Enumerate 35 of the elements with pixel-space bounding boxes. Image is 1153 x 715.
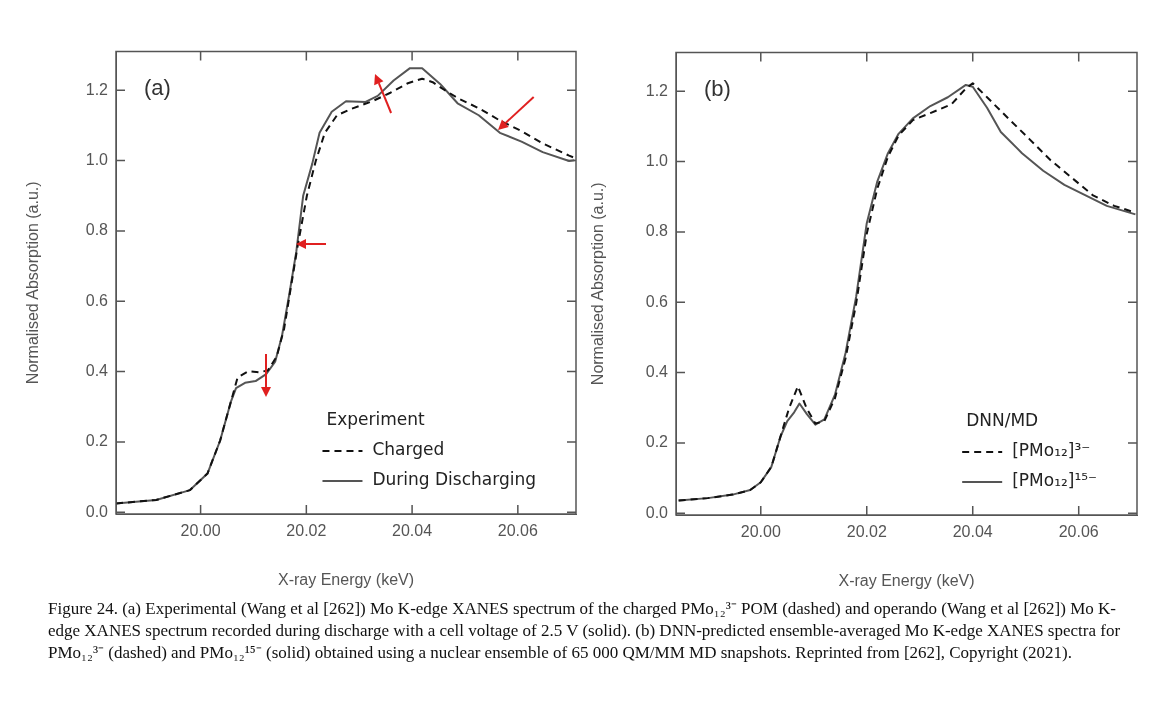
- y-tick-label: 0.0: [645, 503, 669, 521]
- legend-title: Experiment: [326, 409, 426, 430]
- y-tick-label: 0.8: [645, 222, 669, 240]
- x-axis-title: X-ray Energy (keV): [838, 571, 975, 589]
- y-tick-label: 0.6: [645, 292, 669, 310]
- x-tick-label: 20.06: [497, 522, 538, 540]
- y-tick-label: 0.0: [85, 502, 109, 520]
- y-tick-label: 0.4: [645, 362, 669, 380]
- y-tick-label: 1.0: [85, 151, 109, 169]
- y-tick-label: 0.2: [645, 433, 669, 451]
- y-tick-label: 1.2: [645, 81, 669, 99]
- x-tick-label: 20.02: [286, 522, 327, 540]
- text: (a): [144, 74, 171, 100]
- y-axis-title: Normalised Absorption (a.u.): [24, 181, 42, 385]
- x-tick-label: 20.04: [392, 522, 433, 540]
- y-tick-label: 0.4: [85, 361, 109, 379]
- x-axis-title: X-ray Energy (keV): [277, 570, 415, 588]
- legend-title: DNN/MD: [966, 410, 1039, 431]
- y-axis-title: Normalised Absorption (a.u.): [589, 182, 607, 386]
- x-tick-label: 20.00: [740, 523, 781, 541]
- x-tick-label: 20.06: [1058, 523, 1099, 541]
- x-tick-label: 20.04: [952, 523, 993, 541]
- legend-label: During Discharging: [372, 469, 537, 490]
- legend-label: [PMo₁₂]³⁻: [1012, 440, 1091, 461]
- y-tick-label: 0.6: [85, 291, 109, 309]
- x-tick-label: 20.02: [846, 523, 887, 541]
- y-tick-label: 0.2: [85, 432, 109, 450]
- x-tick-label: 20.00: [180, 522, 221, 540]
- y-tick-label: 0.8: [85, 221, 109, 239]
- y-tick-label: 1.0: [645, 152, 669, 170]
- y-tick-label: 1.2: [85, 80, 109, 98]
- text: (b): [704, 75, 731, 101]
- caption: Figure 24. (a) Experimental (Wang et al [262]) Mo K-edge XANES spectrum of the charged PMo₁₂³⁻ POM (dashed) and operando (Wang et al [262]) Mo K-edge XANES spectrum recorded during discharge with a cell voltage of 2.5 V (solid). (b) DNN-predicted ensemble-averaged Mo K-edge XANES spectra for PMo₁₂³⁻ (dashed) and PMo₁₂¹⁵⁻ (solid) obtained using a nuclear ensemble of 65 000 QM/MM MD snapshots. Reprinted from [262], Copyright (2021).: [48, 598, 1122, 664]
- legend-label: Charged: [372, 439, 445, 460]
- legend-label: [PMo₁₂]¹⁵⁻: [1012, 470, 1098, 491]
